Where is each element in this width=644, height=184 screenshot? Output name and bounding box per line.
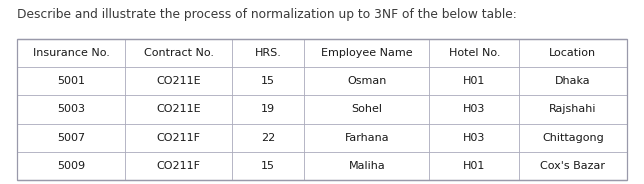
Text: CO211F: CO211F	[156, 133, 201, 143]
Text: Sohel: Sohel	[351, 105, 383, 114]
Text: H01: H01	[463, 161, 486, 171]
Text: 5001: 5001	[57, 76, 85, 86]
Text: 15: 15	[261, 76, 275, 86]
Text: Farhana: Farhana	[345, 133, 389, 143]
Text: Chittagong: Chittagong	[542, 133, 603, 143]
Text: Insurance No.: Insurance No.	[33, 48, 109, 58]
Text: 5009: 5009	[57, 161, 85, 171]
Text: 19: 19	[261, 105, 276, 114]
Text: H03: H03	[463, 133, 486, 143]
Bar	[17, 39, 627, 180]
Text: Cox's Bazar: Cox's Bazar	[540, 161, 605, 171]
Text: Hotel No.: Hotel No.	[448, 48, 500, 58]
Text: 22: 22	[261, 133, 276, 143]
Text: CO211F: CO211F	[156, 161, 201, 171]
Text: Location: Location	[549, 48, 596, 58]
Text: H03: H03	[463, 105, 486, 114]
Text: 5007: 5007	[57, 133, 85, 143]
Bar	[17, 39, 627, 180]
Text: Rajshahi: Rajshahi	[549, 105, 596, 114]
Text: 5003: 5003	[57, 105, 85, 114]
Text: Employee Name: Employee Name	[321, 48, 413, 58]
Text: HRS.: HRS.	[255, 48, 281, 58]
Text: 15: 15	[261, 161, 275, 171]
Text: Osman: Osman	[347, 76, 386, 86]
Text: H01: H01	[463, 76, 486, 86]
Text: Describe and illustrate the process of normalization up to 3NF of the below tabl: Describe and illustrate the process of n…	[17, 8, 517, 21]
Text: Contract No.: Contract No.	[144, 48, 214, 58]
Text: CO211E: CO211E	[156, 105, 201, 114]
Text: CO211E: CO211E	[156, 76, 201, 86]
Text: Dhaka: Dhaka	[555, 76, 591, 86]
Text: Maliha: Maliha	[348, 161, 385, 171]
